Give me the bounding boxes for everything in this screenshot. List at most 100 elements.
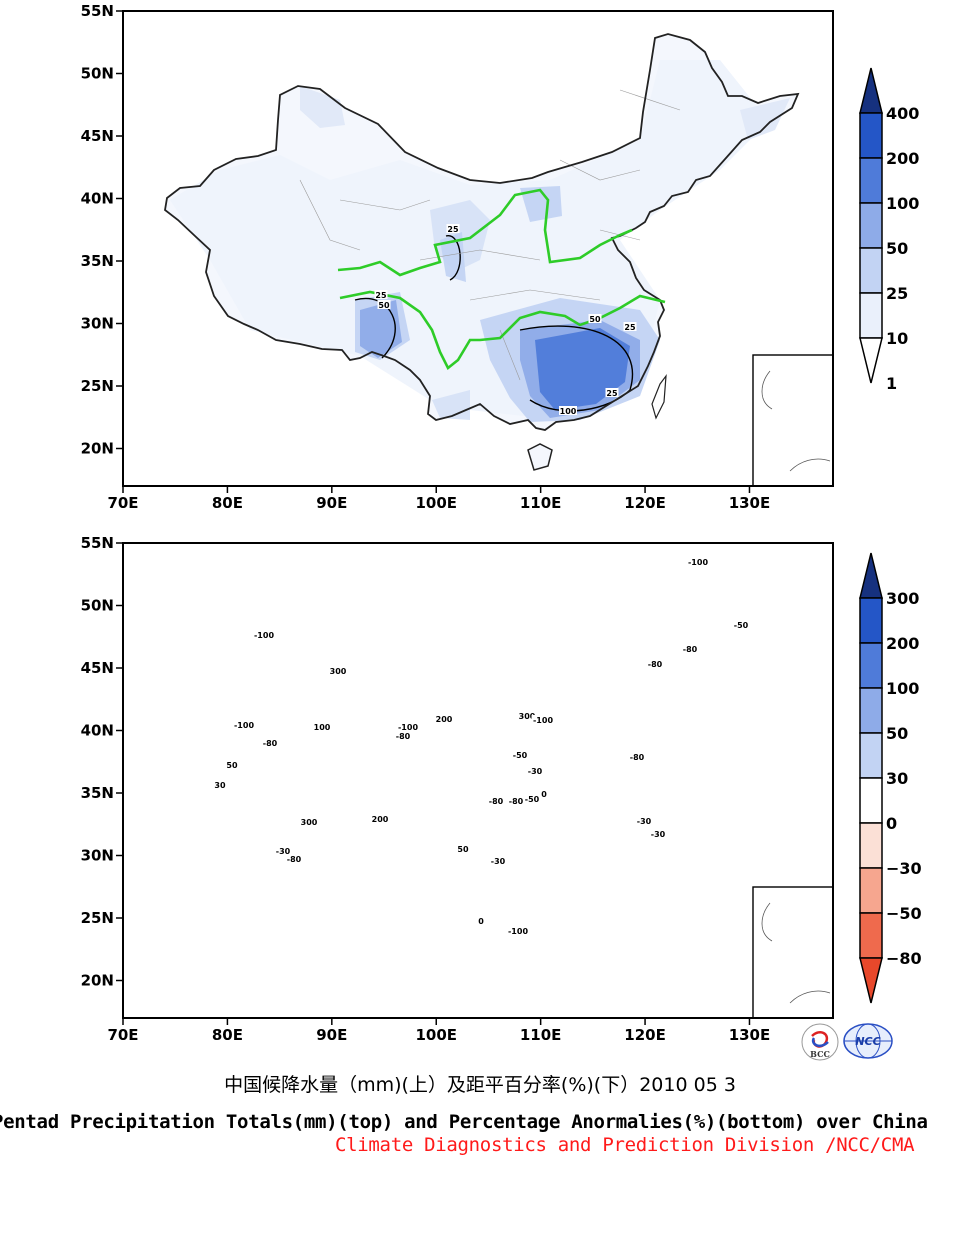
- colorbar-label: 50: [886, 239, 908, 258]
- contour-label-bg: [523, 794, 541, 803]
- colorbar-label: 30: [886, 769, 908, 788]
- x-tick-label: 70E: [107, 494, 138, 512]
- contour-label-bg: [285, 854, 303, 863]
- province-line: [559, 159, 641, 181]
- colorbar-label: 10: [886, 329, 908, 348]
- province-line: [499, 329, 521, 381]
- contour-label-bg: [623, 322, 637, 331]
- colorbar-box: [859, 247, 883, 294]
- contour-label: 25: [447, 225, 459, 234]
- south-china-sea-inset: [752, 354, 834, 487]
- y-tick-label: 50N: [81, 597, 114, 615]
- contour-label: 25: [606, 389, 618, 398]
- y-tick-label: 25N: [81, 377, 114, 395]
- x-tick-label: 130E: [729, 494, 771, 512]
- x-tick-label: 80E: [212, 494, 243, 512]
- contour-label-bg: [605, 388, 619, 397]
- x-tick-label: 120E: [624, 494, 666, 512]
- contour-label: -100: [533, 716, 553, 725]
- contour-label: -30: [637, 817, 652, 826]
- axes: 70E 80E 90E 100E 110E 120E 130E 20N 25N 30N 35N 40N…: [81, 2, 771, 512]
- inset-coastline: [761, 370, 831, 472]
- colorbar-box: [859, 157, 883, 204]
- y-tick-label: 40N: [81, 722, 114, 740]
- y-tick-label: 55N: [81, 2, 114, 20]
- contour-label-bg: [396, 722, 420, 731]
- contour-label-bg: [477, 916, 485, 925]
- contour-label: -100: [398, 723, 418, 732]
- y-tick-label: 45N: [81, 659, 114, 677]
- x-tick-label: 100E: [415, 494, 457, 512]
- contour-label: 300: [519, 712, 536, 721]
- contour-label: 0: [478, 917, 484, 926]
- map-panel-bottom: 70E 80E 90E 100E 110E 120E 130E 20N 25N 30N 35N 40N…: [81, 534, 922, 1044]
- contour-label: -50: [513, 751, 528, 760]
- contour-line: [354, 297, 396, 359]
- province-line: [419, 249, 541, 261]
- shaded-region: [440, 232, 466, 282]
- shaded-region: [740, 98, 790, 140]
- contour-label: -80: [489, 797, 504, 806]
- contour-label: -100: [688, 558, 708, 567]
- taiwan-island: [651, 373, 667, 420]
- contour-label-bg: [507, 796, 525, 805]
- colorbar-box: [859, 687, 883, 734]
- y-tick-label: 40N: [81, 190, 114, 208]
- y-tick-label: 55N: [81, 534, 114, 552]
- contour-label-bg: [506, 926, 530, 935]
- y-tick-label: 20N: [81, 972, 114, 990]
- logos: BCC NCC: [801, 1023, 893, 1061]
- shaded-region: [520, 186, 562, 222]
- contour-label-bg: [732, 620, 750, 629]
- colorbar-box: [859, 867, 883, 914]
- contour-label-bg: [446, 224, 460, 233]
- contour-label: 100: [560, 407, 577, 416]
- contour-label: -80: [630, 753, 645, 762]
- contour-label-bg: [435, 714, 453, 723]
- colorbar-top: 1 10 25 50 100 200 400: [859, 67, 919, 393]
- contour-label: 25: [624, 323, 636, 332]
- colorbar-extend-top: [859, 67, 883, 114]
- contour-label-bg: [540, 789, 548, 798]
- plot-frame: [122, 542, 834, 1019]
- colorbar-box: [859, 912, 883, 959]
- contour-label-bg: [635, 816, 653, 825]
- plot-frame: [122, 10, 834, 487]
- contour-label-bg: [213, 780, 227, 789]
- x-tick-label: 120E: [624, 1026, 666, 1044]
- colorbar-box: [859, 822, 883, 869]
- y-tick-label: 45N: [81, 127, 114, 145]
- x-tick-label: 110E: [520, 494, 562, 512]
- contour-label-bg: [588, 314, 602, 323]
- contour-label-bg: [329, 666, 347, 675]
- contour-label-bg: [261, 738, 279, 747]
- hainan-island: [527, 443, 553, 471]
- contour-label-bg: [377, 300, 391, 309]
- y-tick-label: 30N: [81, 315, 114, 333]
- contour-label-bg: [681, 644, 699, 653]
- contour-label-bg: [489, 856, 507, 865]
- province-line: [299, 179, 361, 251]
- colorbar-label: 50: [886, 724, 908, 743]
- colorbar-label: −50: [886, 904, 922, 923]
- colorbar-box: [859, 777, 883, 824]
- contour-label: 50: [226, 761, 238, 770]
- colorbar-label: −30: [886, 859, 922, 878]
- bcc-logo-icon: [801, 1023, 839, 1061]
- y-tick-label: 20N: [81, 440, 114, 458]
- south-china-sea-inset: [752, 886, 834, 1019]
- contour-label: 0: [541, 790, 547, 799]
- contour-label-bg: [300, 817, 318, 826]
- colorbar-box: [859, 732, 883, 779]
- contour-label: -30: [491, 857, 506, 866]
- y-tick-label: 50N: [81, 65, 114, 83]
- colorbar-label: 300: [886, 589, 919, 608]
- contour-label-bg: [518, 711, 536, 720]
- y-tick-label: 30N: [81, 847, 114, 865]
- contour-label-bg: [252, 630, 276, 639]
- contour-label: -30: [276, 847, 291, 856]
- colorbar-extend-top: [859, 552, 883, 599]
- province-line: [469, 289, 601, 301]
- y-tick-label: 35N: [81, 784, 114, 802]
